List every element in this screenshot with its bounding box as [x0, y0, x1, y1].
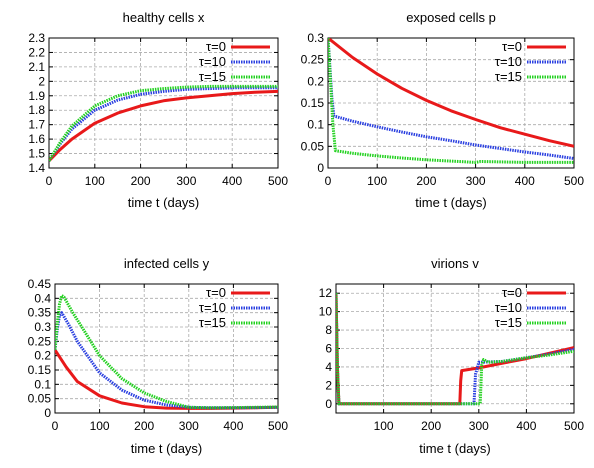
- x-tick-label: 200: [131, 174, 151, 188]
- y-tick-label: 0.05: [301, 139, 325, 153]
- y-tick-label: 0.1: [307, 118, 324, 132]
- chart-panel-3: 0 100 200 300 400 50000.050.10.150.20.250.30.…: [28, 256, 289, 456]
- y-tick-label: 0.4: [34, 291, 51, 305]
- y-tick-label: 0.15: [301, 96, 325, 110]
- x-tick-label: 100: [85, 174, 105, 188]
- x-tick-label: 200: [421, 419, 441, 433]
- x-tick-label: 200: [416, 174, 436, 188]
- legend-label: τ=0: [206, 285, 226, 300]
- series-line-3: [49, 84, 278, 162]
- y-tick-label: 0.25: [28, 334, 52, 348]
- y-tick-label: 2.2: [28, 45, 45, 59]
- y-tick-label: 0.3: [34, 320, 51, 334]
- x-tick-label: 300: [179, 419, 199, 433]
- legend-label: τ=0: [502, 39, 522, 54]
- y-tick-label: 0: [44, 406, 51, 420]
- x-tick-label: 500: [564, 174, 584, 188]
- series-line-1: [49, 89, 278, 162]
- y-tick-label: 0.35: [28, 306, 52, 320]
- y-tick-label: 6: [325, 342, 332, 356]
- chart-title: exposed cells p: [406, 10, 496, 25]
- legend-label: τ=10: [199, 54, 226, 69]
- chart-panel-1: 0 100 200 300 400 5001.41.51.61.71.81.922.12.…: [28, 10, 288, 210]
- x-tick-label: 400: [516, 419, 536, 433]
- legend-label: τ=0: [502, 285, 522, 300]
- y-tick-label: 2.1: [28, 60, 45, 74]
- x-tick-label: 0: [52, 419, 59, 433]
- legend-label: τ=15: [199, 69, 226, 84]
- x-axis-label: time t (days): [415, 195, 487, 210]
- y-tick-label: 0.05: [28, 392, 52, 406]
- series-line-3: [328, 38, 574, 164]
- x-tick-label: 100: [374, 419, 394, 433]
- y-tick-label: 0.1: [34, 377, 51, 391]
- x-axis-label: time t (days): [419, 441, 491, 456]
- y-tick-label: 8: [325, 323, 332, 337]
- series-line-1: [328, 38, 574, 148]
- x-tick-label: 400: [222, 174, 242, 188]
- x-tick-label: 200: [134, 419, 154, 433]
- x-tick-label: 500: [268, 419, 288, 433]
- legend-label: τ=15: [495, 315, 522, 330]
- legend-label: τ=0: [206, 39, 226, 54]
- chart-title: healthy cells x: [123, 10, 205, 25]
- chart-panel-4: 100 200 300 400 500 0 2 4 6 8 10 12 virions v time t …: [319, 256, 585, 456]
- y-tick-label: 2: [325, 378, 332, 392]
- y-tick-label: 0.25: [301, 53, 325, 67]
- x-tick-label: 500: [268, 174, 288, 188]
- plot-frame: [54, 283, 279, 414]
- series-line-3: [336, 293, 574, 406]
- y-tick-label: 0.2: [307, 74, 324, 88]
- x-tick-label: 100: [367, 174, 387, 188]
- x-tick-label: 0: [325, 174, 332, 188]
- series-line-2: [55, 311, 278, 410]
- x-tick-label: 400: [515, 174, 535, 188]
- y-tick-label: 0.45: [28, 277, 52, 291]
- legend-label: τ=15: [495, 69, 522, 84]
- series-line-3: [55, 294, 278, 410]
- legend-label: τ=15: [199, 315, 226, 330]
- y-tick-label: 0: [325, 397, 332, 411]
- legend-label: τ=10: [495, 300, 522, 315]
- series-line-2: [49, 86, 278, 162]
- x-tick-label: 500: [564, 419, 584, 433]
- chart-title: infected cells y: [124, 256, 210, 271]
- y-tick-label: 0.2: [34, 349, 51, 363]
- chart-title: virions v: [431, 256, 479, 271]
- y-tick-label: 1.5: [28, 147, 45, 161]
- y-tick-label: 2.3: [28, 31, 45, 45]
- y-tick-label: 1.8: [28, 103, 45, 117]
- legend-label: τ=10: [199, 300, 226, 315]
- x-tick-label: 300: [176, 174, 196, 188]
- y-tick-label: 2: [38, 74, 45, 88]
- series-line-2: [328, 38, 574, 160]
- y-tick-label: 10: [319, 305, 333, 319]
- x-tick-label: 300: [469, 419, 489, 433]
- x-axis-label: time t (days): [131, 441, 203, 456]
- plot-frame: [48, 37, 279, 169]
- series-line-2: [336, 293, 574, 406]
- y-tick-label: 1.7: [28, 118, 45, 132]
- x-axis-label: time t (days): [128, 195, 200, 210]
- chart-panel-2: 0 100 200 300 400 500 0 0.05 0.1 0.15 0.2 0.25 0.3 ex…: [301, 10, 585, 210]
- x-tick-label: 400: [223, 419, 243, 433]
- y-tick-label: 12: [319, 286, 333, 300]
- legend-label: τ=10: [495, 54, 522, 69]
- y-tick-label: 0.3: [307, 31, 324, 45]
- y-tick-label: 1.9: [28, 89, 45, 103]
- x-tick-label: 100: [90, 419, 110, 433]
- y-tick-label: 4: [325, 360, 332, 374]
- y-tick-label: 1.4: [28, 161, 45, 175]
- y-tick-label: 0.15: [28, 363, 52, 377]
- y-tick-label: 0: [317, 161, 324, 175]
- x-tick-label: 300: [466, 174, 486, 188]
- y-tick-label: 1.6: [28, 132, 45, 146]
- x-tick-label: 0: [46, 174, 53, 188]
